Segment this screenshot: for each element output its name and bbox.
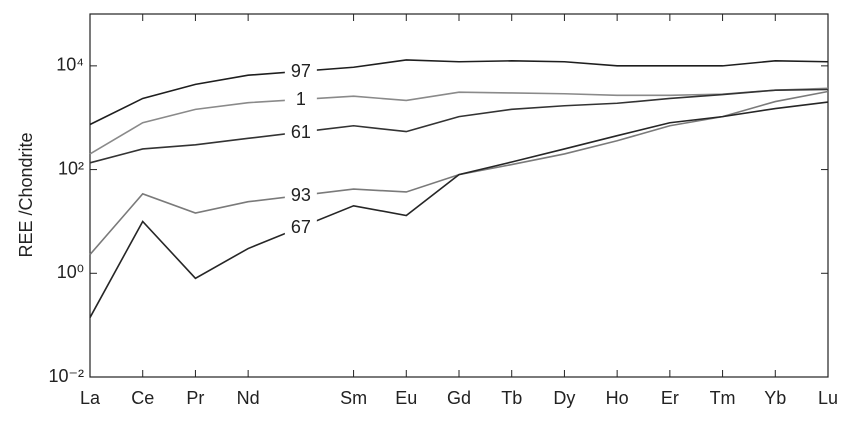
- series-line: [89, 59, 829, 126]
- x-tick-label: Ce: [131, 388, 154, 408]
- series-label-bg: [284, 122, 317, 143]
- x-tick-label: Yb: [764, 388, 786, 408]
- x-tick-label: Gd: [447, 388, 471, 408]
- series-label: 1: [296, 89, 306, 109]
- y-tick-label: 10⁻²: [48, 366, 84, 386]
- y-tick-label: 10⁰: [57, 262, 84, 282]
- x-tick-label: Tb: [501, 388, 522, 408]
- x-tick-label: Sm: [340, 388, 367, 408]
- x-tick-label: Lu: [818, 388, 838, 408]
- y-axis-label: REE /Chondrite: [16, 132, 36, 257]
- series-label: 67: [291, 217, 311, 237]
- x-tick-label: Er: [661, 388, 679, 408]
- x-tick-label: Dy: [553, 388, 575, 408]
- x-tick-label: Ho: [606, 388, 629, 408]
- series-label: 93: [291, 185, 311, 205]
- x-tick-label: Tm: [710, 388, 736, 408]
- series-line: [89, 88, 829, 164]
- series-label-bg: [284, 217, 317, 238]
- x-tick-label: Nd: [237, 388, 260, 408]
- series-label-bg: [284, 89, 317, 110]
- y-tick-label: 10⁴: [56, 55, 84, 75]
- x-tick-label: La: [80, 388, 101, 408]
- y-tick-label: 10²: [58, 158, 84, 178]
- series-line: [89, 87, 829, 155]
- series-label: 97: [291, 61, 311, 81]
- x-tick-label: Pr: [186, 388, 204, 408]
- plot-frame: [89, 13, 829, 378]
- series-label: 61: [291, 122, 311, 142]
- series-label-bg: [284, 61, 317, 82]
- x-tick-label: Eu: [395, 388, 417, 408]
- series-line: [89, 101, 829, 318]
- series-label-bg: [284, 185, 317, 206]
